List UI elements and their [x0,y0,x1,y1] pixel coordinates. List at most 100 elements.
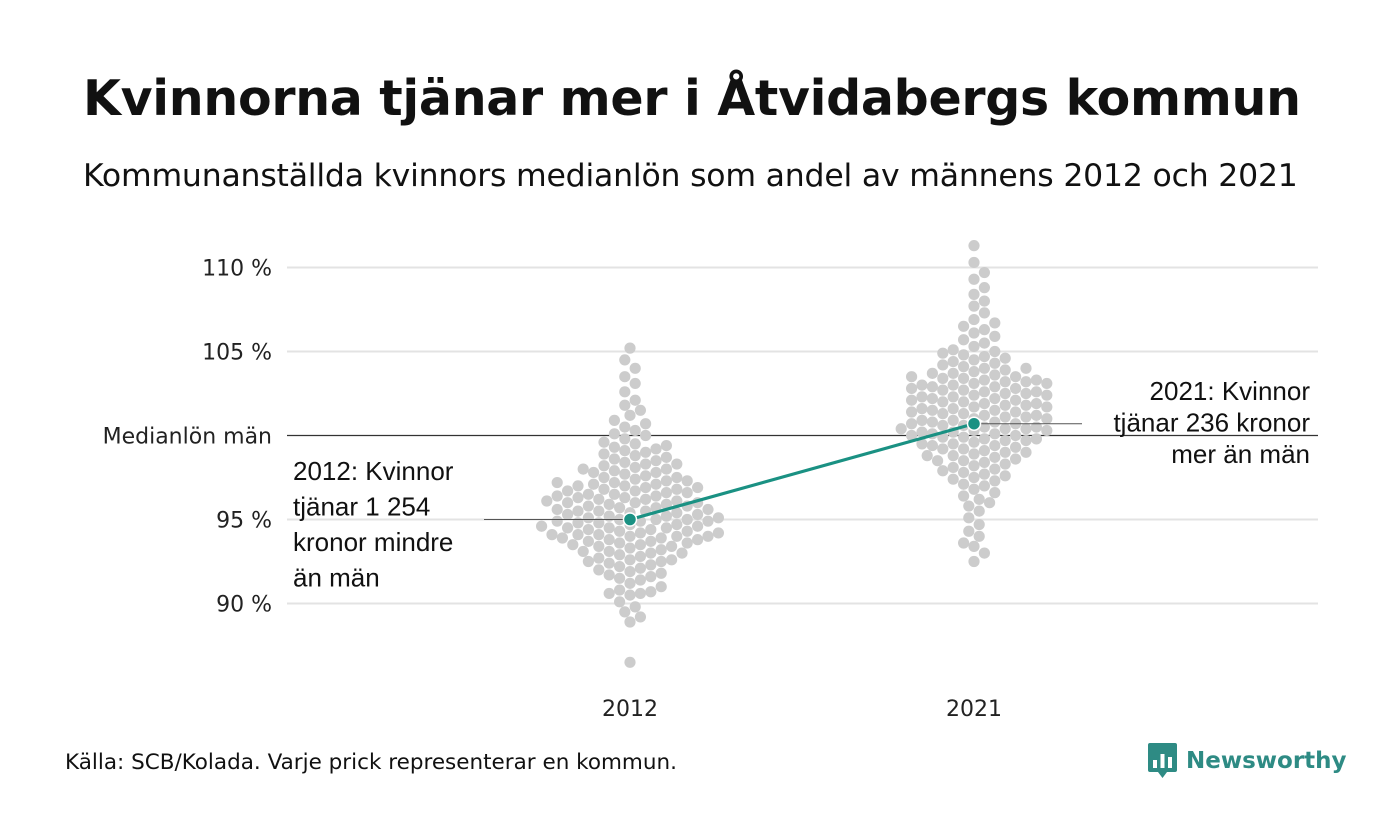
dot-2021-14 [968,483,980,495]
dot-2021-11 [973,493,985,505]
dot-2012-131 [608,465,621,477]
dot-2012-118 [650,478,662,490]
dot-2021-132 [1020,362,1032,374]
dot-2012-112 [598,483,610,495]
dot-2021-106 [978,386,991,398]
dot-2021-90 [999,399,1011,411]
dot-2021-80 [958,408,970,420]
dot-2021-158 [968,273,980,285]
dot-2021-40 [937,443,949,455]
dot-2012-24 [655,555,667,568]
dot-2021-87 [916,403,928,415]
dot-2021-16 [958,478,970,490]
dot-2012-153 [608,428,621,440]
dot-2021-83 [906,406,918,418]
dot-2021-147 [989,330,1001,342]
dot-2012-166 [619,354,631,366]
dot-2021-128 [926,367,939,379]
dot-2021-67 [937,419,949,432]
dot-2021-85 [926,404,939,416]
dot-2012-50 [671,530,683,542]
dot-2012-103 [572,492,584,504]
annotation-2012-line: kronor mindre [293,527,453,557]
dot-2021-44 [947,438,959,450]
dot-2012-101 [593,493,605,505]
annotation-2012-line: 2012: Kvinnor [293,456,454,486]
dot-2021-4 [973,530,985,542]
dot-2012-135 [598,460,610,472]
dot-2012-106 [608,488,621,500]
dot-2021-152 [968,313,980,326]
dot-2012-164 [619,371,631,383]
dot-2012-113 [671,483,683,495]
dot-2021-114 [947,379,959,391]
dot-2012-114 [640,481,652,494]
dot-2021-41 [1010,441,1022,453]
dot-2021-125 [906,371,918,383]
dot-2021-19 [968,471,980,484]
annotations: 2012: Kvinnor tjänar 1 254 kronor mindre än… [293,376,1310,593]
dot-2012-79 [660,510,673,522]
dot-2012-83 [671,507,683,519]
dot-2012-88 [702,503,714,516]
dot-2021-23 [937,465,949,477]
dot-2021-53 [1010,429,1022,442]
dot-2012-129 [650,466,662,479]
dot-2021-112 [989,381,1001,393]
annotation-2012-line: tjänar 1 254 [293,492,430,522]
dot-2012-26 [624,554,636,566]
dot-2021-104 [999,387,1011,400]
dot-2012-99 [541,495,553,507]
dot-2021-73 [916,414,928,426]
dot-2012-22 [645,559,657,571]
dot-2012-85 [593,505,605,517]
dot-2021-107 [1030,386,1042,398]
dot-2012-119 [588,478,600,490]
dot-2012-68 [593,517,605,529]
dot-2021-95 [937,396,949,408]
dot-2012-64 [692,520,704,532]
dot-2012-8 [603,587,615,600]
chart-title: Kvinnorna tjänar mer i Åtvidabergs kommu… [83,70,1301,127]
dot-2021-151 [989,317,1001,329]
highlight-series [622,416,982,527]
dot-2021-39 [958,443,970,455]
dot-2021-134 [937,359,949,371]
dot-2021-30 [932,455,944,467]
dot-2021-38 [978,445,991,457]
annotation-2012-line: än män [293,563,380,593]
dot-2021-22 [958,466,970,479]
dot-2012-161 [629,394,641,406]
dot-2012-124 [629,473,641,485]
dot-2012-144 [640,446,652,458]
dot-2012-63 [562,522,574,534]
dot-2021-27 [999,458,1011,470]
dot-2012-67 [671,518,683,531]
dot-2012-55 [634,527,647,539]
dot-2012-136 [640,458,652,470]
dot-2021-129 [968,366,980,378]
annotation-leaders [484,423,1082,520]
dot-2021-8 [973,505,985,517]
dot-2012-157 [608,414,621,426]
dot-2012-76 [582,512,595,524]
dot-2021-7 [963,512,975,524]
dot-2021-54 [906,429,918,442]
dot-2021-35 [968,448,980,460]
dot-2021-142 [989,345,1001,358]
dot-2012-86 [572,505,584,517]
dot-2012-156 [640,418,652,430]
dot-2012-108 [660,487,673,499]
dot-2012-151 [619,433,631,445]
dot-2021-116 [968,377,980,390]
dot-2012-52 [593,529,605,541]
dot-2012-37 [593,540,605,552]
dot-2021-159 [978,266,991,279]
dot-2021-46 [968,436,980,448]
dot-2012-80 [562,508,574,521]
dot-2021-81 [937,408,949,420]
dot-2021-63 [895,423,907,435]
dot-2021-70 [989,416,1001,428]
dot-2021-143 [947,344,959,356]
dot-2012-28 [593,552,605,564]
